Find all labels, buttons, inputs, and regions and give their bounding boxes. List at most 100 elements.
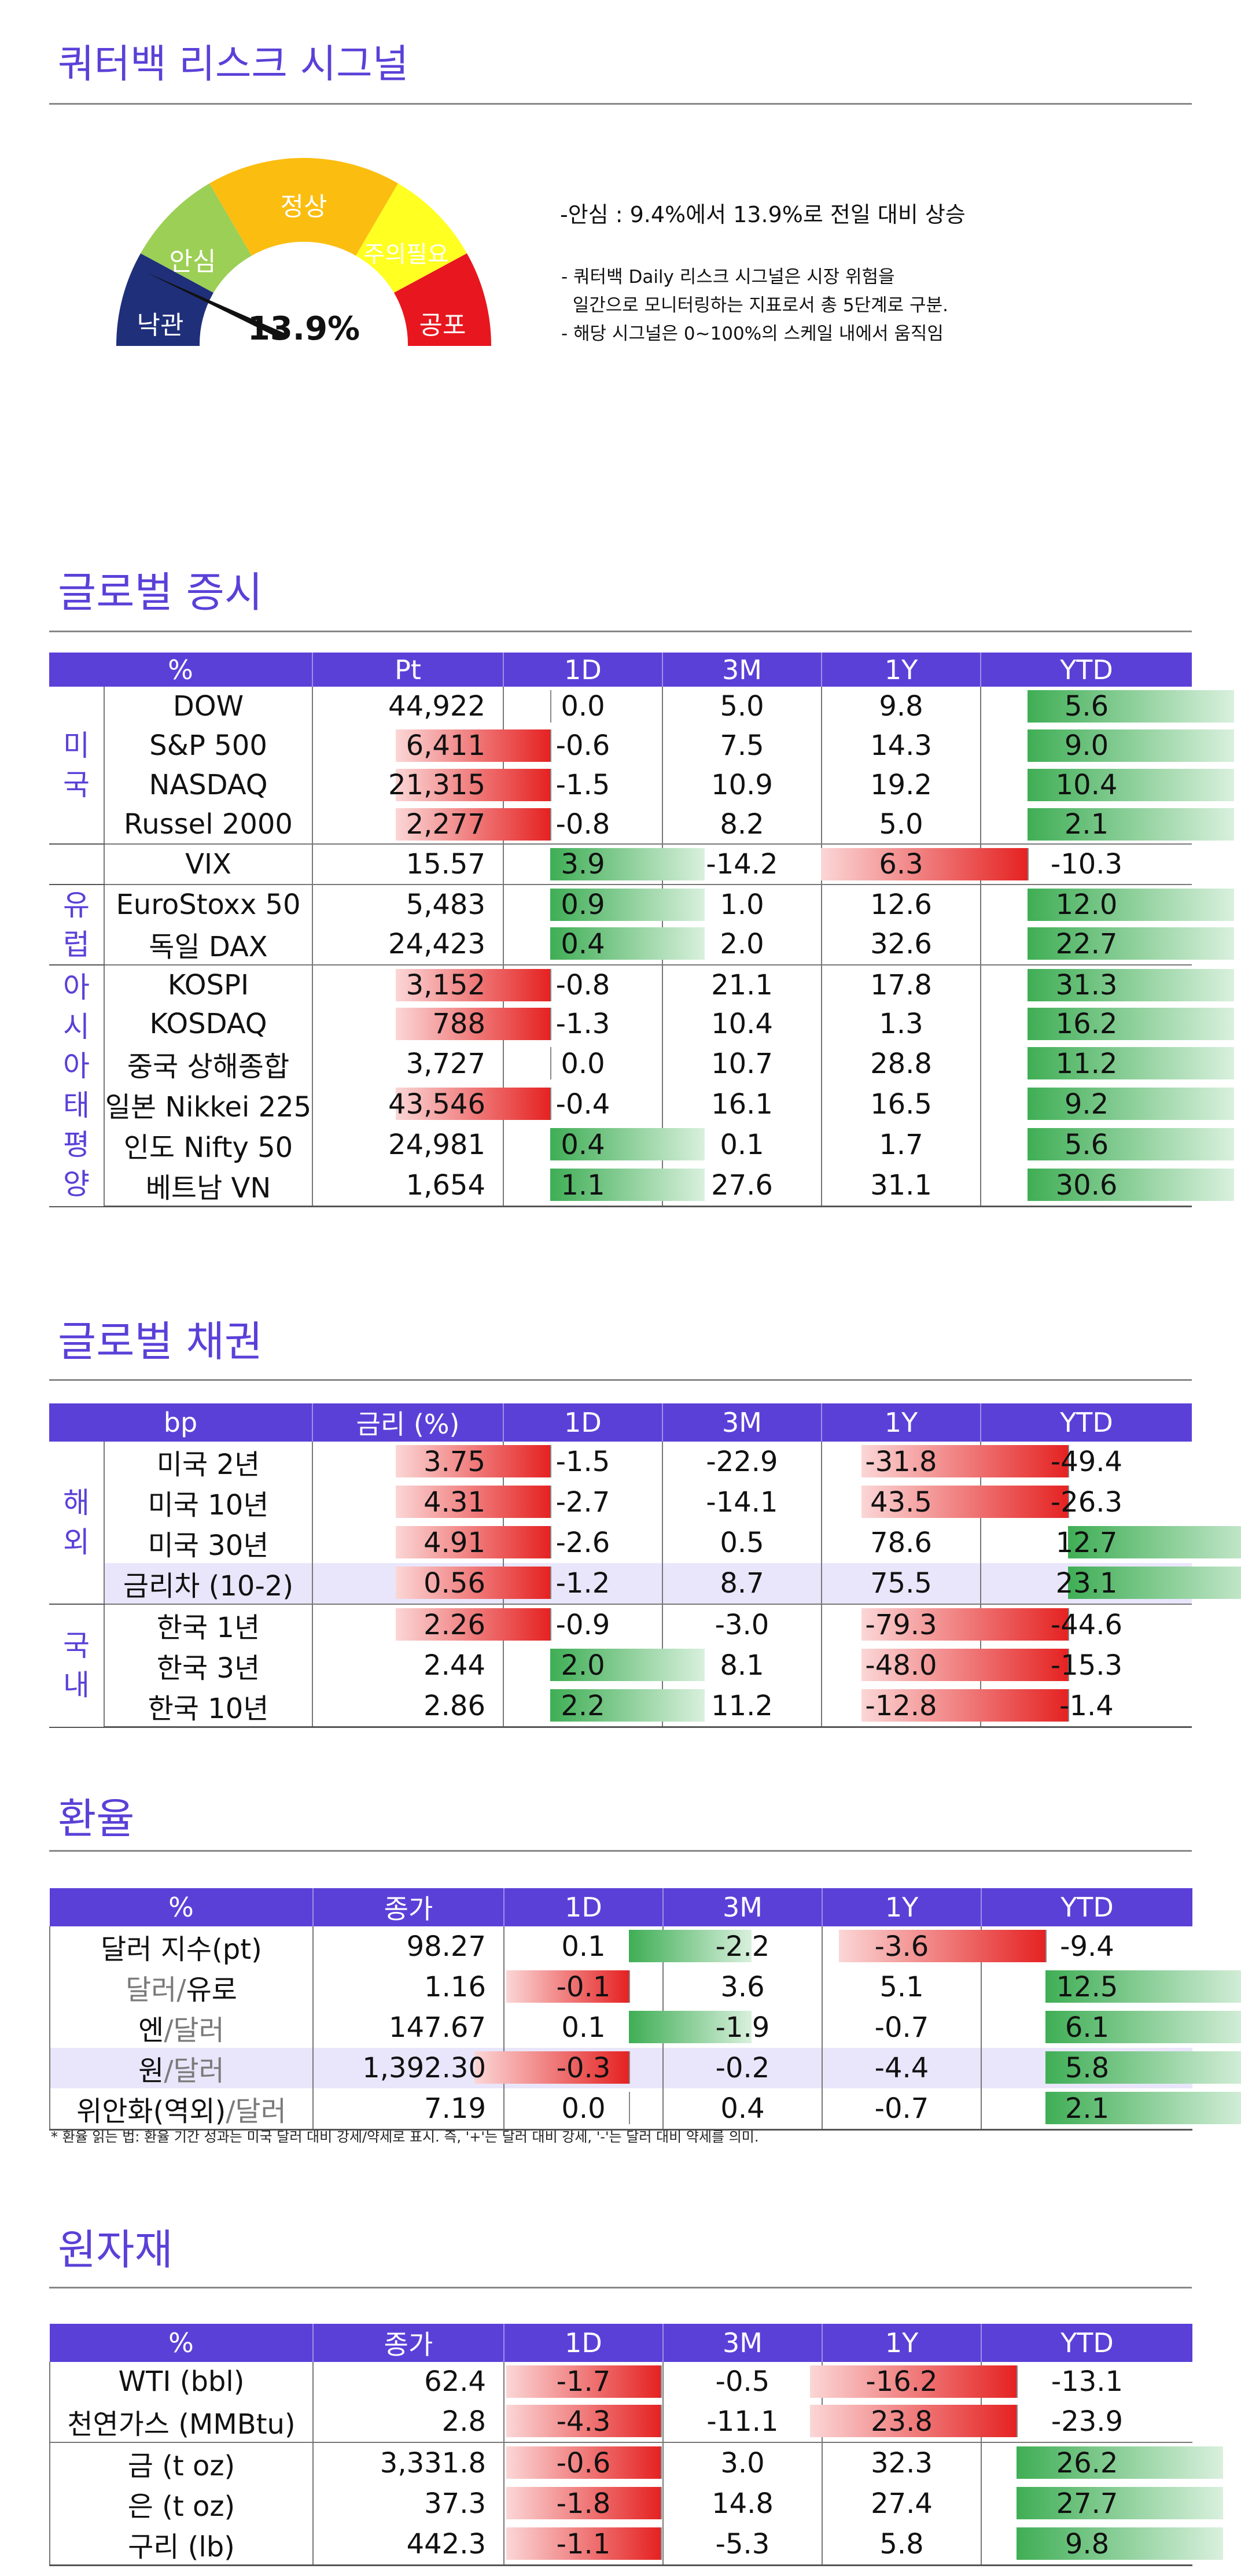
bar-axis [550,1526,551,1558]
negative-bar [861,1445,1068,1477]
row-name: DOW [104,687,312,726]
cell-value: 2.0 [561,1649,605,1682]
price-cell: 15.57 [312,843,503,885]
change-ytd-cell: 5.8 [981,2048,1241,2088]
positive-bar [1028,1008,1234,1040]
cell-value: -0.6 [555,729,610,762]
group-label-text: 해외 [63,1486,90,1559]
bar-axis [550,769,551,801]
cell-value: 23.1 [1055,1567,1118,1600]
zone-label-optimism: 낙관 [137,311,184,340]
column-header: YTD [980,653,1192,687]
commod-title: 원자재 [58,2225,173,2274]
cell-value: 12.6 [870,888,932,921]
cell-value: -12.8 [865,1690,937,1722]
positive-bar [1045,1970,1241,2003]
cell-value: VIX [185,848,231,880]
row-name: 달러 지수(pt) [49,1926,313,1967]
cell-value: 31.3 [1055,968,1118,1001]
cell-value: -2.6 [555,1527,610,1559]
table-row: VIX 15.57 3.9 -14.2 6.3 -10.3 [49,843,1192,885]
cell-value: -1.3 [555,1008,610,1040]
change-3m-cell: 7.5 [662,726,822,765]
change-ytd-cell: 2.1 [981,2088,1241,2131]
positive-bar [1068,1567,1241,1599]
cell-value: 21,315 [388,769,485,801]
cell-value: 0.5 [720,1527,764,1559]
change-1d-cell: 0.1 [503,2007,752,2048]
cell-value: 12.0 [1055,888,1118,921]
cell-value: -13.1 [1051,2365,1124,2398]
cell-value: 0.56 [424,1567,485,1600]
cell-value: -79.3 [865,1609,937,1641]
cell-value: 27.4 [871,2487,933,2520]
column-header: 1Y [821,653,981,687]
cell-value: DOW [172,690,244,723]
change-3m-cell: -2.2 [662,1926,822,1967]
cell-value: 5.0 [720,690,764,723]
change-3m-cell: -14.2 [662,843,822,885]
cell-value: 62.4 [424,2365,486,2398]
column-header: 종가 [312,2324,504,2362]
change-ytd-cell: -9.4 [839,1926,1192,1967]
cell-value: 0.9 [561,888,605,921]
cell-value: -3.0 [715,1609,769,1641]
change-3m-cell: -5.3 [662,2524,822,2566]
bar-axis [550,969,551,1001]
cell-value: -1.5 [555,769,610,801]
bar-axis [550,808,551,841]
cell-value: 3.75 [424,1446,485,1478]
cell-value: 16.5 [870,1088,932,1121]
gauge-zone-caution [356,183,467,293]
change-1d-cell: -4.3 [503,2401,663,2442]
positive-bar [1028,1088,1234,1120]
header-row: % 종가 1D 3M 1Y YTD [50,1888,1192,1926]
bar-axis [1017,2365,1018,2398]
price-cell: 98.27 [312,1926,504,1967]
change-3m-cell: 10.9 [662,765,822,805]
row-name: VIX [104,843,312,885]
cell-value: 78.6 [870,1527,932,1559]
cell-value: -48.0 [865,1649,937,1682]
cell-value: 일본 Nikkei 225 [105,1091,312,1123]
cell-value: 인도 Nifty 50 [123,1132,293,1164]
signal-summary: -안심 : 9.4%에서 13.9%로 전일 대비 상승 [560,202,966,227]
negative-bar [396,1526,550,1558]
change-1d-cell: -1.3 [396,1004,662,1044]
negative-bar [861,1608,1068,1641]
row-name: 엔/달러 [49,2007,313,2048]
table-row: S&P 500 6,411 -0.6 7.5 14.3 9.0 [49,726,1234,765]
cell-value: 43,546 [388,1088,485,1121]
change-3m-cell: 14.8 [662,2483,822,2524]
zone-label-normal: 정상 [281,192,327,222]
change-1d-cell: 0.4 [503,1125,705,1165]
cell-value: 베트남 VN [145,1172,271,1204]
bar-axis [661,2365,662,2398]
cell-value: 28.8 [870,1048,932,1080]
cell-value: 4.91 [424,1527,485,1559]
bar-axis [550,690,551,723]
negative-bar [506,2405,661,2437]
table-row: KOSDAQ 788 -1.3 10.4 1.3 16.2 [49,1004,1234,1044]
table-row: 베트남 VN 1,654 1.1 27.6 31.1 30.6 [49,1165,1234,1207]
table-row: 아시아태평양 KOSPI 3,152 -0.8 21.1 17.8 31.3 [49,964,1234,1207]
change-1y-cell: 32.6 [821,924,981,965]
table-row: 해외 미국 2년 3.75 -1.5 -22.9 -31.8 -49.4 [49,1442,1192,1605]
change-ytd-cell: 2.1 [980,805,1234,844]
change-1y-cell: 5.1 [822,1967,981,2007]
bar-axis [1068,1445,1069,1477]
change-1y-cell: -0.7 [822,2007,981,2048]
change-1d-cell: -1.2 [396,1563,662,1604]
positive-bar [1017,2487,1223,2519]
change-3m-cell: 21.1 [662,964,822,1004]
group-label [49,843,104,885]
change-1y-cell: 75.5 [821,1563,981,1604]
change-3m-cell: 2.0 [662,924,822,965]
change-1d-cell: -0.8 [396,964,662,1004]
change-1y-cell: 19.2 [821,765,981,805]
cell-value: 1,392.30 [362,2052,486,2084]
cell-value: 5.0 [879,808,923,841]
change-ytd-cell: 16.2 [980,1004,1234,1044]
change-ytd-cell: -1.4 [861,1686,1192,1728]
positive-bar [1028,1047,1234,1079]
